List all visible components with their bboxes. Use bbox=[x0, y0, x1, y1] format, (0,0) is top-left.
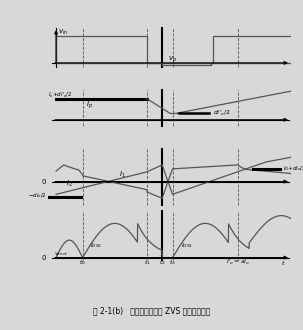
Text: $v_{in}$: $v_{in}$ bbox=[58, 28, 68, 37]
Text: $I'_o{=}aI_o$: $I'_o{=}aI_o$ bbox=[226, 258, 250, 268]
Text: $t_2$: $t_2$ bbox=[159, 259, 165, 268]
Text: $v_p$: $v_p$ bbox=[168, 54, 177, 65]
Text: $0$: $0$ bbox=[41, 177, 47, 186]
Text: $I_{DS2}$: $I_{DS2}$ bbox=[90, 241, 102, 249]
Text: $t_1$: $t_1$ bbox=[144, 259, 150, 268]
Text: 图 2-1(b)   改进型移相全桥 ZVS 电路各点波形: 图 2-1(b) 改进型移相全桥 ZVS 电路各点波形 bbox=[93, 307, 210, 315]
Text: $v_{rect}$: $v_{rect}$ bbox=[54, 250, 68, 258]
Text: $I_p$: $I_p$ bbox=[86, 100, 93, 111]
Text: $I_{DS1}$: $I_{DS1}$ bbox=[181, 241, 193, 249]
Text: $t_0$: $t_0$ bbox=[79, 259, 86, 268]
Text: $I_O{+}di_o/2$: $I_O{+}di_o/2$ bbox=[283, 164, 303, 173]
Text: $I_o{+}di'_o/2$: $I_o{+}di'_o/2$ bbox=[48, 90, 73, 99]
Text: $I_1$: $I_1$ bbox=[118, 170, 125, 180]
Text: $0$: $0$ bbox=[41, 253, 47, 262]
Text: $t_3$: $t_3$ bbox=[169, 259, 176, 268]
Text: $di'_o/2$: $di'_o/2$ bbox=[213, 108, 231, 118]
Text: $-di_o/2$: $-di_o/2$ bbox=[28, 191, 47, 200]
Text: $t$: $t$ bbox=[281, 259, 286, 267]
Text: $I_2$: $I_2$ bbox=[65, 179, 72, 189]
